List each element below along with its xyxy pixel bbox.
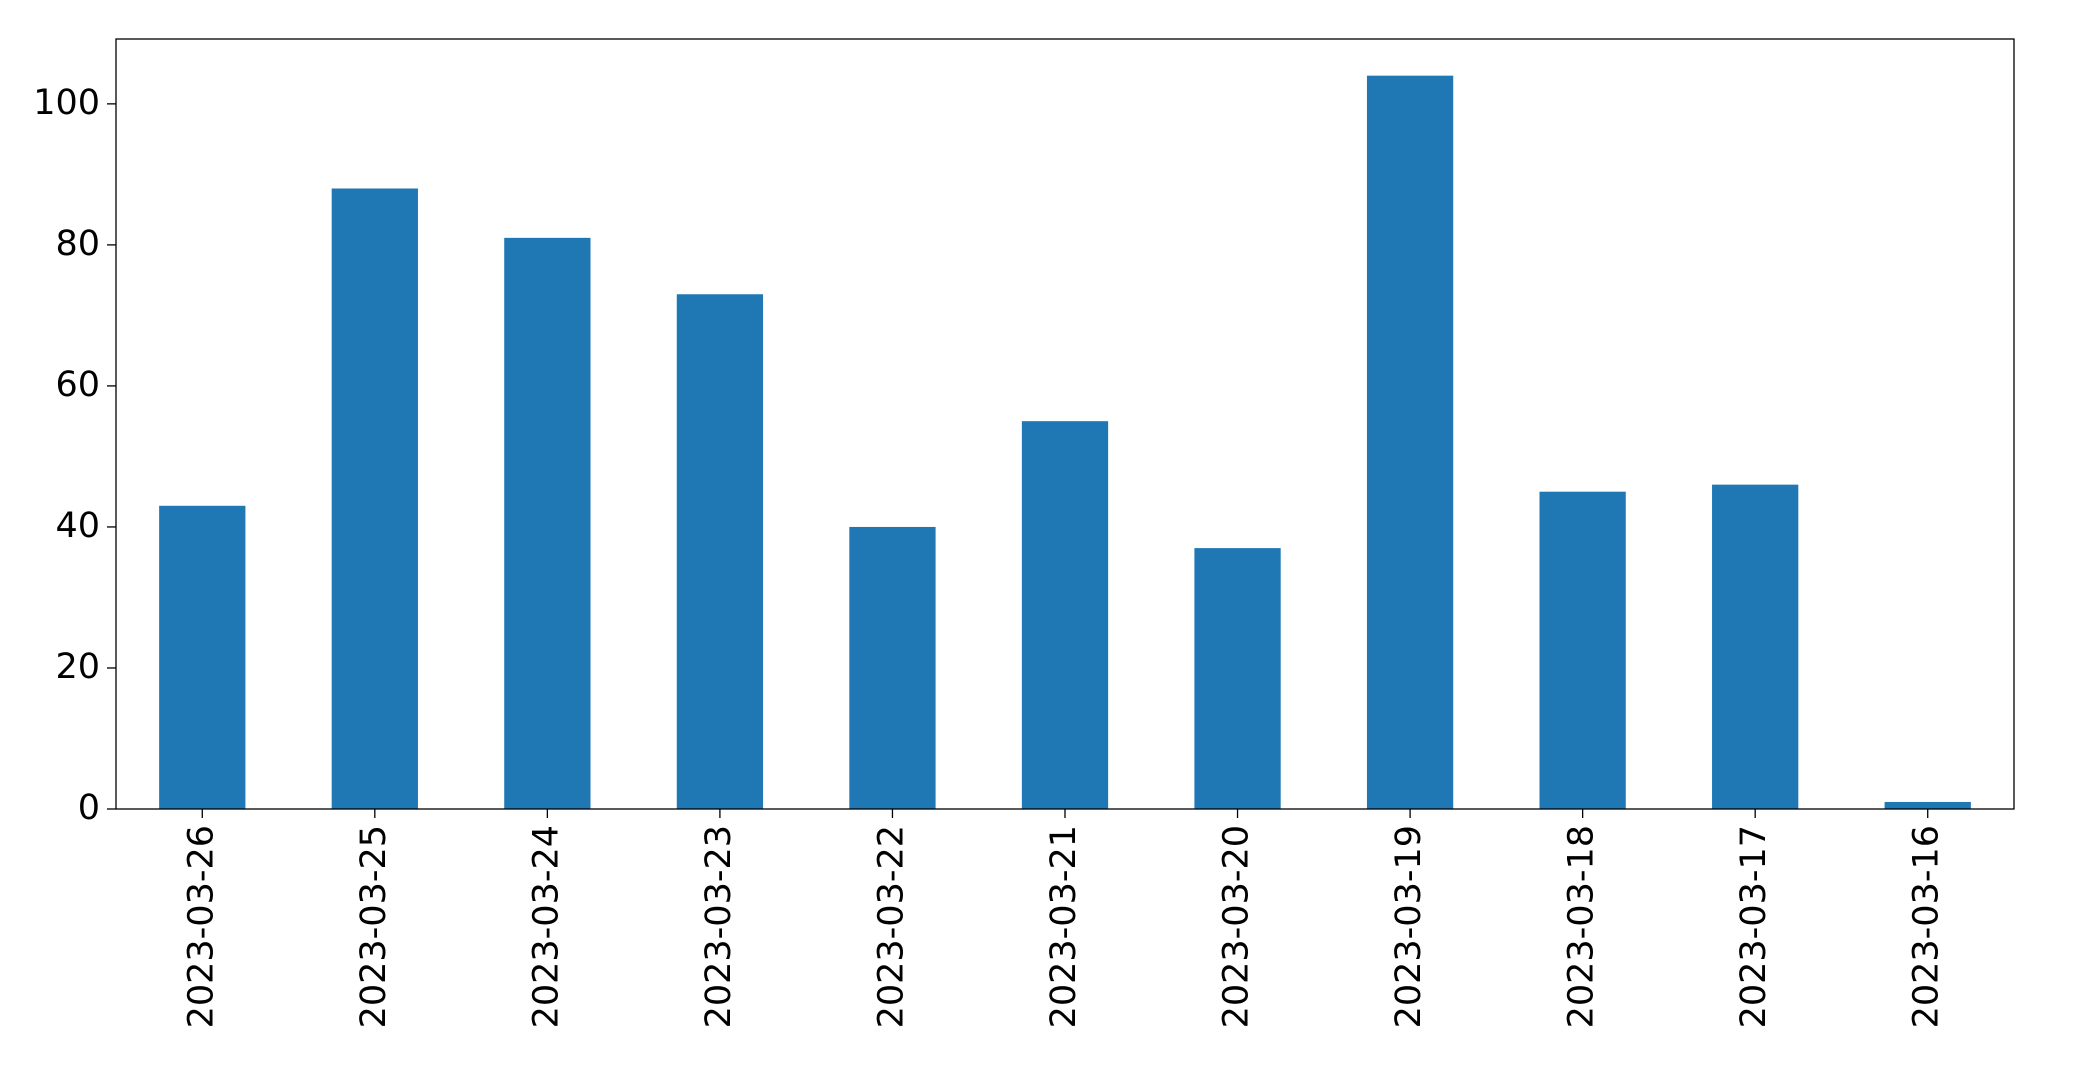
x-tick-label: 2023-03-18 [1562,825,1602,1028]
x-tick-label: 2023-03-22 [871,825,911,1028]
x-tick-label: 2023-03-26 [181,825,221,1028]
bar [504,237,591,809]
x-tick-label: 2023-03-25 [354,825,394,1028]
bar [1194,548,1281,809]
plot-frame [115,38,2015,810]
bar [1021,421,1109,809]
bar [159,505,246,809]
y-tick-label: 100 [33,83,100,123]
x-tick-label: 2023-03-20 [1217,825,1257,1028]
bar [676,294,764,809]
y-tick-label: 60 [55,365,100,405]
y-tick-label: 20 [55,647,100,687]
x-tick-label: 2023-03-16 [1907,825,1947,1028]
bar [1884,801,1971,809]
bar [1366,75,1454,809]
x-tick-label: 2023-03-24 [526,825,566,1028]
bar [331,188,418,809]
bar [849,526,936,809]
y-tick-label: 40 [55,506,100,546]
bar [1539,491,1626,809]
x-tick-label: 2023-03-19 [1389,825,1429,1028]
y-tick-label: 80 [55,224,100,264]
x-tick-label: 2023-03-23 [699,825,739,1028]
y-tick-label: 0 [78,788,100,828]
x-tick-label: 2023-03-21 [1044,825,1084,1028]
bar [1712,484,1799,809]
x-tick-label: 2023-03-17 [1734,825,1774,1028]
